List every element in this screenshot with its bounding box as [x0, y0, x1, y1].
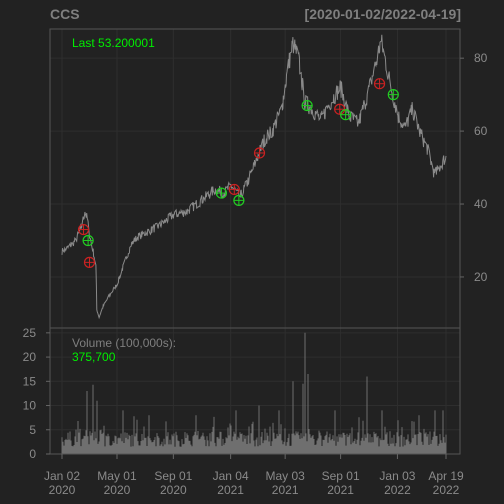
- volume-y-tick-label: 10: [23, 399, 37, 413]
- volume-last-value: 375,700: [72, 350, 116, 364]
- price-y-axis: 20 40 60 80: [460, 51, 488, 284]
- sell-signal-marker: [228, 183, 240, 196]
- volume-bars: [61, 332, 447, 454]
- volume-y-tick-label: 20: [23, 350, 37, 364]
- buy-signal-marker: [82, 234, 94, 247]
- sell-signal-marker: [83, 256, 96, 268]
- x-tick-label-date: Jan 03: [379, 469, 415, 483]
- price-series-line: [61, 34, 447, 320]
- price-y-tick-label: 40: [474, 197, 488, 211]
- chart-title-date-range: [2020-01-02/2022-04-19]: [305, 6, 461, 22]
- buy-signal-marker: [215, 187, 228, 199]
- volume-panel-frame: [49, 327, 461, 455]
- x-tick-label-date: Jan 02: [44, 469, 80, 483]
- volume-y-tick-label: 15: [23, 374, 37, 388]
- x-tick-label-date: Jan 04: [213, 469, 249, 483]
- x-tick-label-date: May 01: [97, 469, 137, 483]
- buy-signal-marker: [301, 99, 313, 112]
- price-y-tick-label: 60: [474, 124, 488, 138]
- price-y-tick-label: 20: [474, 270, 488, 284]
- x-tick-label-year: 2020: [49, 483, 76, 497]
- price-y-tick-label: 80: [474, 51, 488, 65]
- buy-signal-marker: [387, 89, 399, 101]
- x-tick-label-year: 2020: [160, 483, 187, 497]
- x-tick-label-year: 2021: [272, 483, 299, 497]
- x-tick-label-date: May 03: [265, 469, 305, 483]
- x-tick-label-date: Sep 01: [322, 469, 360, 483]
- volume-y-tick-label: 0: [29, 447, 36, 461]
- x-tick-label-date: Sep 01: [154, 469, 192, 483]
- last-price-label: Last 53.200001: [72, 36, 155, 50]
- price-grid: [50, 29, 460, 328]
- volume-y-tick-label: 25: [23, 326, 37, 340]
- x-tick-label-year: 2020: [104, 483, 131, 497]
- buy-signal-marker: [233, 194, 245, 206]
- sell-signal-marker: [253, 147, 266, 159]
- x-tick-label-year: 2021: [327, 483, 354, 497]
- sell-signal-marker: [334, 103, 346, 115]
- sell-signal-marker: [77, 223, 90, 236]
- chart-title-symbol: CCS: [50, 6, 80, 22]
- x-tick-label-date: Apr 19: [428, 469, 464, 483]
- buy-signal-marker: [340, 109, 352, 121]
- volume-grid: [50, 328, 460, 454]
- x-tick-label-year: 2022: [433, 483, 460, 497]
- volume-y-axis: 0 5 10 15 20 25: [23, 326, 50, 461]
- sell-signal-marker: [373, 78, 386, 90]
- volume-y-tick-label: 5: [29, 423, 36, 437]
- signal-markers: [77, 78, 399, 268]
- volume-label: Volume (100,000s):: [72, 336, 176, 350]
- x-tick-label-year: 2022: [384, 483, 411, 497]
- x-tick-label-year: 2021: [217, 483, 244, 497]
